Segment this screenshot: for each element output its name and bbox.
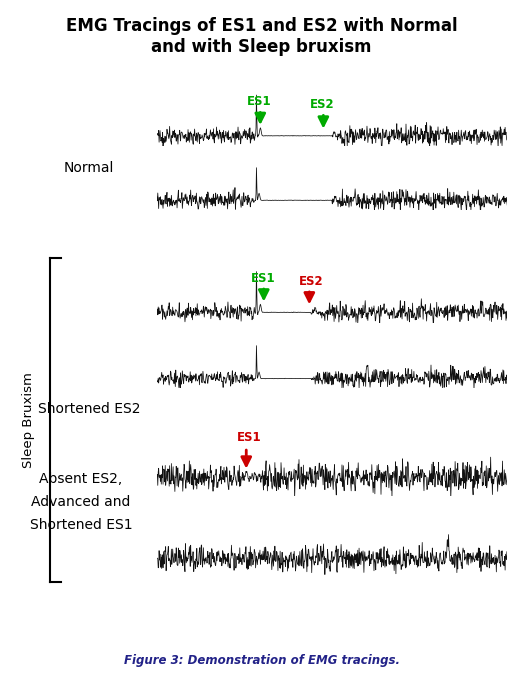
Text: ES2: ES2 <box>299 275 323 288</box>
Text: Normal: Normal <box>64 161 114 175</box>
Text: ES1: ES1 <box>247 95 271 108</box>
Text: ES1: ES1 <box>251 272 275 285</box>
Text: EMG Tracings of ES1 and ES2 with Normal
and with Sleep bruxism: EMG Tracings of ES1 and ES2 with Normal … <box>66 17 457 56</box>
Text: Absent ES2,
Advanced and
Shortened ES1: Absent ES2, Advanced and Shortened ES1 <box>30 473 132 532</box>
Text: Figure 3: Demonstration of EMG tracings.: Figure 3: Demonstration of EMG tracings. <box>123 654 400 667</box>
Text: ES2: ES2 <box>310 98 335 111</box>
Text: ES1: ES1 <box>236 431 261 444</box>
Text: Shortened ES2: Shortened ES2 <box>38 402 140 416</box>
Text: Sleep Bruxism: Sleep Bruxism <box>22 372 35 468</box>
